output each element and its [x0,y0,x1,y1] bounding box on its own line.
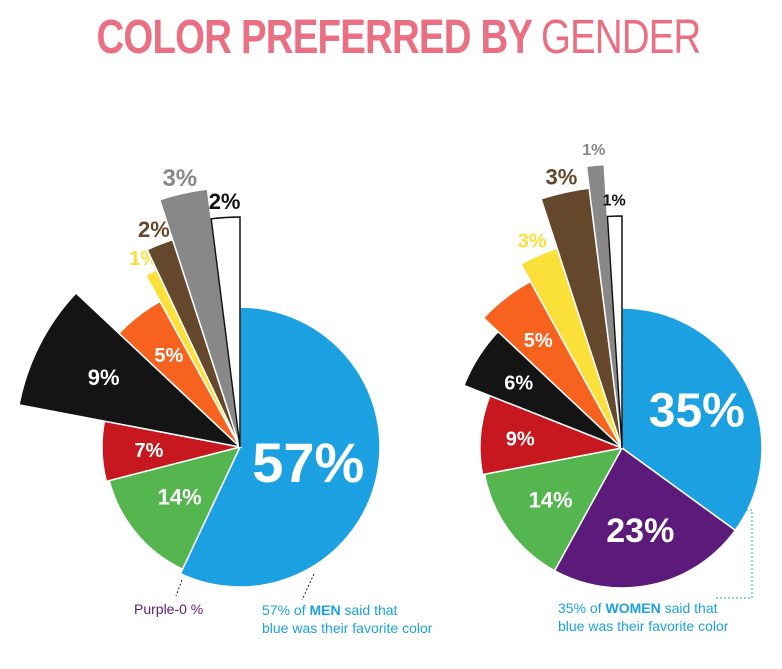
men-purple-note: Purple-0 % [134,601,204,617]
men-purple-leader [175,579,183,597]
women-slice-green [483,446,624,572]
women-slice-white [606,215,623,449]
women-caption-key: WOMEN [605,600,661,616]
women-label-black: 6% [504,372,533,394]
men-slice-black [18,291,243,449]
men-slice-blue [179,306,381,588]
men-slice-gray [158,188,241,448]
men-label-red: 7% [135,440,164,462]
men-pie-chart: 57%14%7%9%5%1%2%3%2% [18,165,381,588]
men-label-orange: 5% [154,345,183,367]
women-label-gray: 1% [582,142,605,159]
men-label-brown: 2% [138,217,170,242]
leader-lines [175,509,753,601]
women-label-purple: 23% [606,512,674,550]
women-label-yellow: 3% [518,231,547,253]
women-label-orange: 5% [524,330,553,352]
women-label-green: 14% [529,488,573,513]
men-slice-white [210,216,241,448]
women-caption-line1: 35% of WOMEN said that [558,599,728,617]
men-caption-line2: blue was their favorite color [262,620,433,636]
women-label-brown: 3% [546,164,578,189]
men-caption-pre: 57% of [262,602,310,618]
women-slice-gray [585,163,623,449]
men-label-green: 14% [158,485,202,510]
women-caption-pre: 35% of [558,600,606,616]
women-caption-leader [714,509,753,599]
title-light: GENDER [540,11,701,64]
men-slice-green [108,445,242,571]
title-bold: COLOR PREFERRED BY [96,11,533,64]
men-label-white: 2% [209,189,241,214]
women-slice-purple [553,446,737,589]
women-label-blue: 35% [649,385,745,438]
men-caption-line1: 57% of MEN said that [262,601,432,619]
chart-title: COLOR PREFERRED BY GENDER [0,10,782,66]
men-caption-key: MEN [309,602,341,618]
women-pie-chart: 35%23%14%9%6%5%3%3%1%1% [462,142,763,589]
men-caption-post: said that [340,602,398,618]
women-label-white: 1% [603,193,626,210]
women-slice-red [479,394,625,476]
men-label-gray: 3% [162,165,197,192]
men-label-black: 9% [88,365,120,390]
women-slice-blue [621,307,763,532]
men-label-blue: 57% [252,431,364,494]
men-caption-leader [301,573,315,601]
women-caption: 35% of WOMEN said that blue was their fa… [558,599,728,635]
men-caption: 57% of MEN said that blue was their favo… [262,601,432,637]
women-label-red: 9% [506,428,535,450]
women-caption-line2: blue was their favorite color [558,618,729,634]
women-caption-post: said that [660,600,718,616]
